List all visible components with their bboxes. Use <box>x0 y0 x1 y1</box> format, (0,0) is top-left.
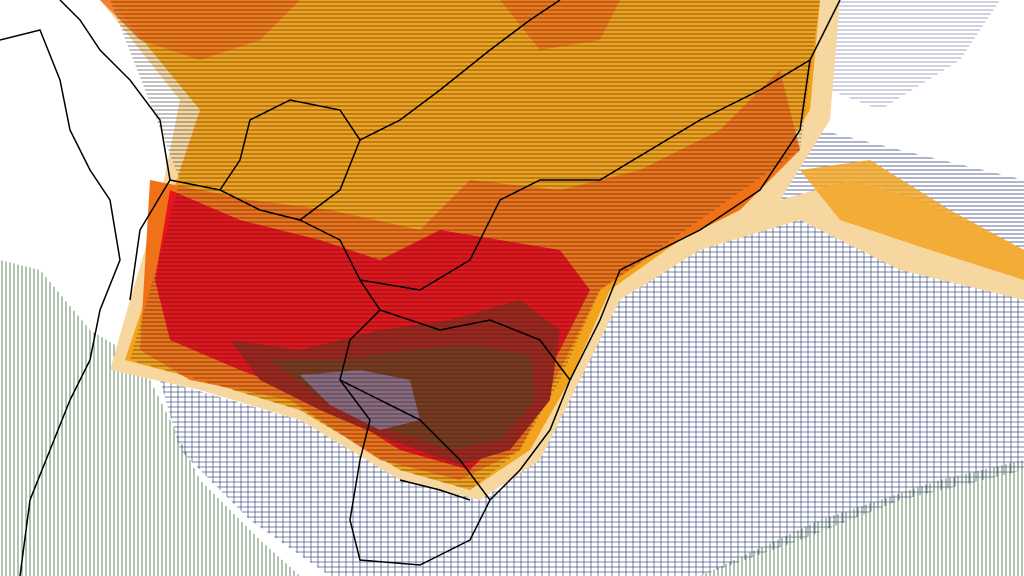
grid-hatch-atlantic <box>160 200 1024 576</box>
heat-orange-east <box>800 160 1024 280</box>
vertical-hatch-west <box>0 260 300 576</box>
horizontal-hatch-north <box>830 0 1000 110</box>
country-borders <box>0 0 841 576</box>
horizontal-hatch-land <box>110 0 820 490</box>
vertical-hatch-southeast <box>700 460 1024 576</box>
